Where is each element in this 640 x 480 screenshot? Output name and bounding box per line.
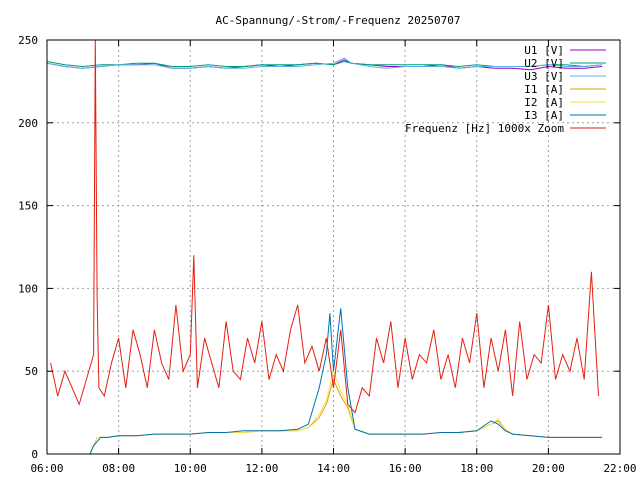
axis-ticks: 0 50 100 150 200 250 06:00 08:00 10:00 12:00 14:00… [18, 34, 636, 475]
y-tick-label: 150 [18, 200, 38, 213]
series-line-u3-v [46, 57, 603, 69]
series-lines [46, 39, 603, 455]
legend-entry-label: U2 [V] [524, 57, 564, 70]
x-tick-label: 06:00 [30, 462, 63, 475]
legend-entry-label: I1 [A] [524, 83, 564, 96]
x-tick-label: 12:00 [245, 462, 278, 475]
series-line-frequenz-hz-1000x-zoom [50, 39, 599, 414]
legend-entry-label: I2 [A] [524, 96, 564, 109]
legend: U1 [V]U2 [V]U3 [V]I1 [A]I2 [A]I3 [A]Freq… [405, 44, 606, 135]
y-tick-label: 50 [25, 365, 38, 378]
x-tick-label: 10:00 [174, 462, 207, 475]
x-tick-label: 22:00 [603, 462, 636, 475]
chart-title: AC-Spannung/-Strom/-Frequenz 20250707 [215, 14, 460, 27]
x-tick-label: 16:00 [389, 462, 422, 475]
x-tick-label: 14:00 [317, 462, 350, 475]
legend-entry-label: U1 [V] [524, 44, 564, 57]
y-tick-label: 0 [31, 448, 38, 461]
legend-entry-label: I3 [A] [524, 109, 564, 122]
x-tick-label: 20:00 [532, 462, 565, 475]
y-tick-label: 100 [18, 282, 38, 295]
legend-entry-label: Frequenz [Hz] 1000x Zoom [405, 122, 564, 135]
y-tick-label: 200 [18, 117, 38, 130]
y-tick-label: 250 [18, 34, 38, 47]
x-tick-label: 18:00 [460, 462, 493, 475]
series-line-i2-a [82, 369, 603, 455]
x-tick-label: 08:00 [102, 462, 135, 475]
series-line-i1-a [82, 378, 603, 455]
legend-entry-label: U3 [V] [524, 70, 564, 83]
series-line-i3-a [82, 308, 603, 455]
